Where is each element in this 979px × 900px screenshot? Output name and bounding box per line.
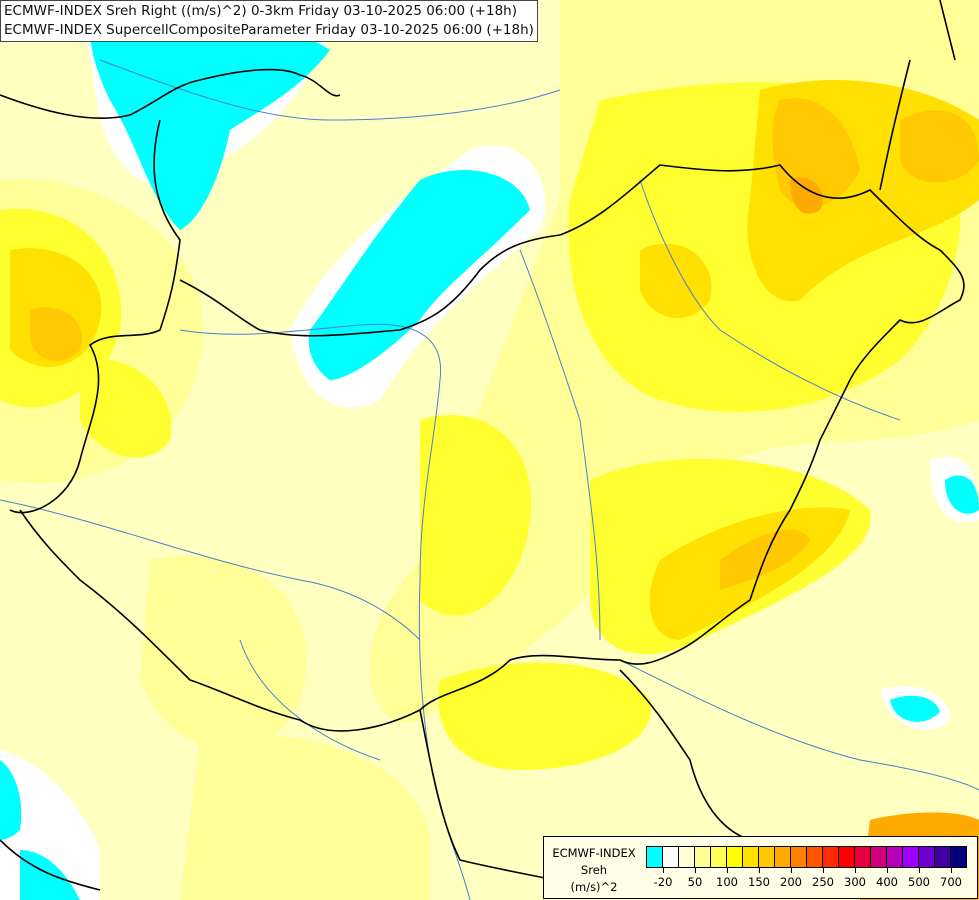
- legend-tick: [919, 867, 920, 873]
- legend-color-box: [759, 847, 775, 867]
- legend-color-box: [711, 847, 727, 867]
- legend-color-box: [919, 847, 935, 867]
- legend-color-box: [791, 847, 807, 867]
- legend-tick: [823, 867, 824, 873]
- legend-variable: Sreh: [580, 863, 608, 877]
- legend-tick: [887, 867, 888, 873]
- legend-color-box: [695, 847, 711, 867]
- legend-tick: [855, 867, 856, 873]
- legend-tick-label: 200: [780, 875, 802, 889]
- legend-color-box: [743, 847, 759, 867]
- legend-tick: [663, 867, 664, 873]
- legend-tick-label: 250: [812, 875, 834, 889]
- title-line-scp: ECMWF-INDEX SupercellCompositeParameter …: [4, 22, 534, 38]
- legend-tick-label: 700: [940, 875, 962, 889]
- legend-tick-label: 400: [876, 875, 898, 889]
- legend-tick: [951, 867, 952, 873]
- legend-source: ECMWF-INDEX: [552, 846, 636, 860]
- rivers: [0, 59, 979, 900]
- legend-color-box: [647, 847, 663, 867]
- legend-color-box: [823, 847, 839, 867]
- legend-tick-label: 500: [908, 875, 930, 889]
- legend-color-box: [903, 847, 919, 867]
- legend-color-box: [935, 847, 951, 867]
- legend-color-box: [855, 847, 871, 867]
- color-legend: ECMWF-INDEX Sreh (m/s)^2 -20 50 100 150 200 2…: [543, 836, 978, 899]
- legend-color-box: [679, 847, 695, 867]
- legend-color-box: [887, 847, 903, 867]
- field-orange: [30, 98, 979, 590]
- legend-color-box: [871, 847, 887, 867]
- legend-color-box: [807, 847, 823, 867]
- legend-tick: [727, 867, 728, 873]
- legend-tick-label: 300: [844, 875, 866, 889]
- map-title: ECMWF-INDEX Sreh Right ((m/s)^2) 0-3km F…: [0, 0, 538, 42]
- legend-color-box: [839, 847, 855, 867]
- legend-tick-label: 50: [687, 875, 703, 889]
- legend-color-bar: [646, 846, 967, 868]
- legend-label: ECMWF-INDEX Sreh (m/s)^2: [544, 845, 644, 896]
- legend-tick-label: -20: [653, 875, 673, 889]
- title-line-sreh: ECMWF-INDEX Sreh Right ((m/s)^2) 0-3km F…: [4, 3, 517, 19]
- legend-tick: [695, 867, 696, 873]
- legend-color-box: [663, 847, 679, 867]
- legend-color-box: [775, 847, 791, 867]
- legend-unit: (m/s)^2: [570, 880, 618, 894]
- legend-tick-label: 100: [716, 875, 738, 889]
- legend-tick: [791, 867, 792, 873]
- legend-color-box: [727, 847, 743, 867]
- legend-tick: [759, 867, 760, 873]
- legend-color-box: [951, 847, 966, 867]
- field-cyan: [0, 11, 979, 900]
- legend-tick-label: 150: [748, 875, 770, 889]
